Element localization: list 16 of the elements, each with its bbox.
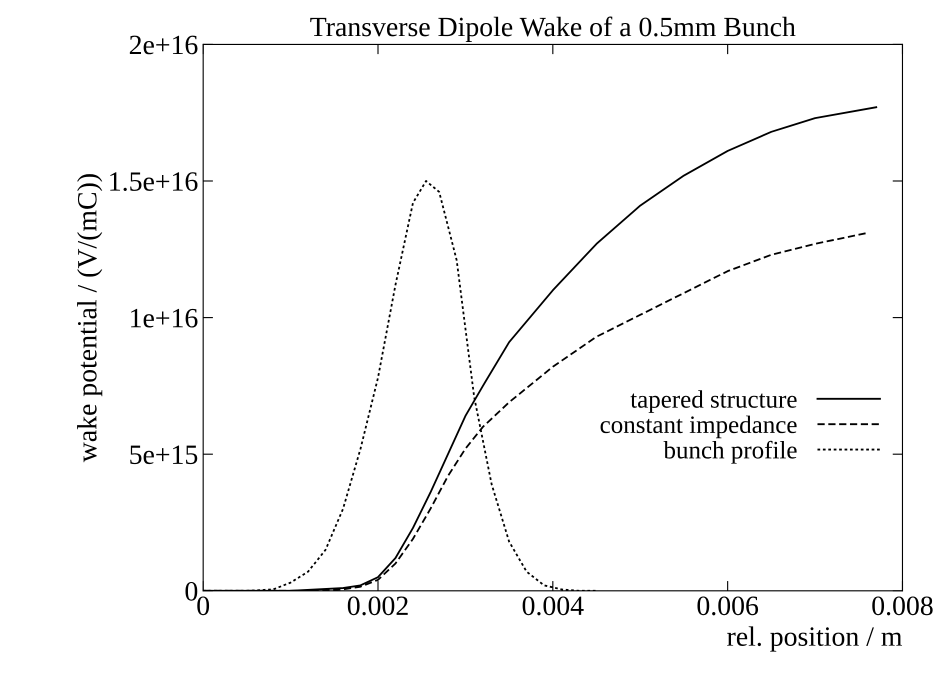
y-axis-title: wake potential / (V/(mC)) <box>77 174 102 462</box>
x-tick-label: 0.006 <box>697 596 758 616</box>
y-tick-label: 1.5e+16 <box>110 172 198 192</box>
x-axis-title: rel. position / m <box>727 626 902 652</box>
x-tick-label: 0.008 <box>872 596 933 616</box>
y-tick-label: 5e+15 <box>130 445 198 464</box>
x-tick-label: 0 <box>197 596 210 616</box>
legend-label: tapered structure <box>630 390 797 413</box>
x-tick-label: 0.004 <box>522 596 584 616</box>
chart-title: Transverse Dipole Wake of a 0.5mm Bunch <box>310 16 796 42</box>
y-tick-label: 0 <box>185 582 198 601</box>
y-tick-label: 1e+16 <box>131 308 198 328</box>
y-tick-label: 2e+16 <box>130 36 198 54</box>
legend-label: constant impedance <box>600 416 797 438</box>
legend-label: bunch profile <box>663 440 797 464</box>
x-tick-label: 0.002 <box>348 596 408 616</box>
